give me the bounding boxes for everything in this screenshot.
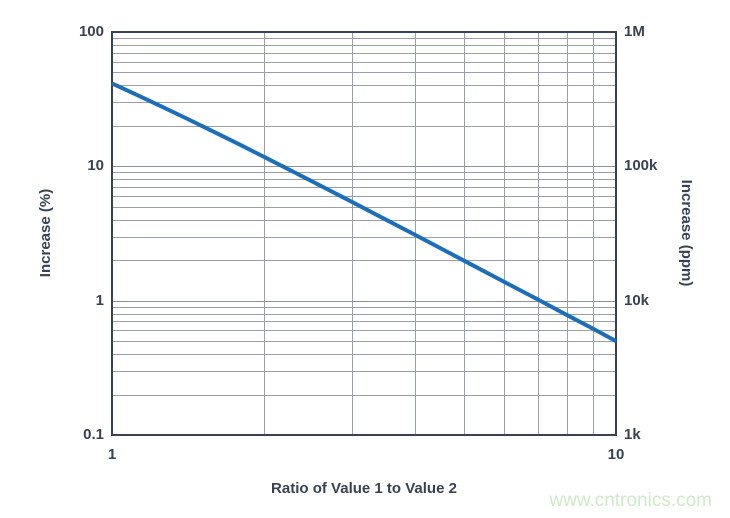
y-left-tick-0p1: 0.1 [83,426,104,443]
y-left-tick-10: 10 [87,157,104,174]
x-tick-10: 10 [607,446,625,463]
plot-border [111,31,617,436]
gridlines [112,32,616,435]
x-axis-title: Ratio of Value 1 to Value 2 [271,480,457,497]
x-tick-1: 1 [107,446,117,463]
y-right-tick-1k: 1k [624,426,641,443]
y-axis-title-left: Increase (%) [37,188,54,278]
y-left-tick-1: 1 [95,292,104,309]
data-line [111,81,617,343]
y-right-tick-100k: 100k [624,157,658,174]
y-right-tick-10k: 10k [624,292,650,309]
y-right-tick-1M: 1M [624,23,645,40]
y-axis-title-right: Increase (ppm) [678,179,695,287]
watermark-text: www.cntronics.com [549,490,712,511]
y-left-tick-100: 100 [78,23,104,40]
